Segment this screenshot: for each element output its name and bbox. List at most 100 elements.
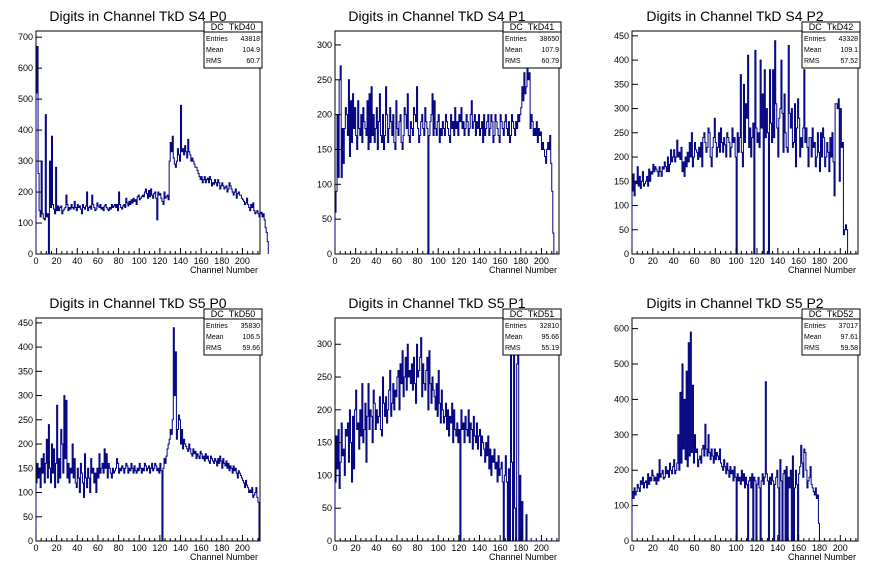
chart-title: Digits in Channel TkD S4 P0 (49, 8, 226, 24)
y-tick-label: 300 (614, 104, 629, 114)
y-tick-label: 100 (317, 470, 332, 480)
y-tick-label: 350 (614, 79, 629, 89)
y-tick-label: 200 (18, 439, 33, 449)
y-tick-label: 50 (23, 512, 33, 522)
y-tick-label: 200 (614, 152, 629, 162)
panel-tkd-s5-p0: Digits in Channel TkD S5 P0 0 20 40 60 80 100 1… (18, 295, 263, 562)
y-tick-label: 300 (614, 430, 629, 440)
chart-title: Digits in Channel TkD S4 P1 (348, 8, 525, 24)
x-tick-label: 160 (791, 256, 806, 266)
x-axis-label: Channel Number (190, 265, 258, 275)
x-axis-label: Channel Number (489, 552, 557, 562)
stats-box (203, 21, 263, 69)
x-tick-label: 140 (173, 256, 188, 266)
y-tick-label: 0 (624, 249, 629, 259)
stats-mean-value: 97.61 (840, 334, 858, 341)
x-tick-label: 120 (152, 543, 167, 553)
y-tick-label: 150 (317, 144, 332, 154)
stats-rms-label: RMS (804, 58, 820, 65)
y-tick-label: 0 (624, 536, 629, 546)
histogram-series (35, 45, 269, 255)
histogram-series (631, 331, 820, 542)
y-tick-label: 200 (614, 465, 629, 475)
x-tick-label: 200 (235, 256, 250, 266)
stats-entries-value: 38650 (540, 36, 560, 43)
plot-frame (334, 30, 560, 255)
panel-tkd-s5-p2: Digits in Channel TkD S5 P2 0 20 40 60 80 100 1… (614, 295, 861, 562)
plot-frame (35, 317, 261, 542)
stats-mean-label: Mean (505, 334, 523, 341)
x-tick-label: 40 (371, 256, 381, 266)
y-tick-label: 50 (619, 225, 629, 235)
y-tick-label: 0 (28, 249, 33, 259)
stats-rms-label: RMS (505, 58, 521, 65)
x-axis-label: Channel Number (788, 552, 856, 562)
x-tick-label: 60 (689, 543, 699, 553)
x-tick-label: 180 (214, 256, 229, 266)
x-tick-label: 60 (392, 543, 402, 553)
y-tick-label: 100 (18, 218, 33, 228)
x-tick-label: 60 (93, 256, 103, 266)
plot-frame (631, 30, 859, 255)
x-axis-label: Channel Number (489, 265, 557, 275)
x-tick-label: 180 (513, 256, 528, 266)
y-tick-label: 200 (18, 187, 33, 197)
x-tick-label: 120 (451, 256, 466, 266)
y-tick-label: 300 (317, 40, 332, 50)
chart-title: Digits in Channel TkD S5 P1 (348, 295, 525, 311)
x-tick-label: 100 (729, 256, 744, 266)
x-tick-label: 60 (392, 256, 402, 266)
x-tick-label: 120 (451, 543, 466, 553)
y-tick-label: 450 (18, 318, 33, 328)
stats-name: DC_TkD52 (809, 309, 854, 319)
x-tick-label: 160 (493, 543, 508, 553)
y-tick-label: 50 (322, 214, 332, 224)
y-tick-label: 400 (18, 125, 33, 135)
stats-rms-value: 55.19 (541, 345, 559, 352)
x-axis-label: Channel Number (788, 265, 856, 275)
stats-mean-value: 109.1 (840, 47, 858, 54)
y-tick-label: 250 (18, 415, 33, 425)
x-tick-label: 100 (431, 543, 446, 553)
y-tick-label: 200 (317, 110, 332, 120)
x-tick-label: 200 (534, 543, 549, 553)
y-tick-label: 100 (18, 488, 33, 498)
stats-mean-value: 104.9 (242, 47, 260, 54)
x-tick-label: 180 (513, 543, 528, 553)
x-tick-label: 100 (729, 543, 744, 553)
y-tick-label: 300 (18, 156, 33, 166)
y-tick-label: 400 (614, 55, 629, 65)
x-tick-label: 80 (413, 543, 423, 553)
stats-name: DC_TkD42 (809, 22, 854, 32)
stats-entries-label: Entries (804, 323, 826, 330)
y-tick-label: 350 (18, 366, 33, 376)
stats-entries-value: 43328 (839, 36, 859, 43)
histogram-series (334, 65, 555, 255)
x-tick-label: 100 (431, 256, 446, 266)
stats-rms-label: RMS (505, 345, 521, 352)
y-tick-label: 300 (18, 391, 33, 401)
panel-tkd-s4-p2: Digits in Channel TkD S4 P2 0 20 40 60 80 100 1… (614, 8, 861, 275)
y-tick-label: 500 (18, 94, 33, 104)
x-tick-label: 120 (152, 256, 167, 266)
x-tick-label: 140 (472, 256, 487, 266)
x-tick-label: 200 (534, 256, 549, 266)
x-tick-label: 160 (194, 256, 209, 266)
x-tick-label: 20 (52, 256, 62, 266)
stats-mean-label: Mean (505, 47, 523, 54)
x-tick-label: 140 (472, 543, 487, 553)
stats-rms-value: 57.52 (840, 58, 858, 65)
x-tick-label: 140 (770, 256, 785, 266)
x-tick-label: 160 (194, 543, 209, 553)
x-tick-label: 40 (669, 543, 679, 553)
stats-entries-value: 35830 (241, 323, 261, 330)
y-tick-label: 150 (18, 463, 33, 473)
stats-entries-label: Entries (206, 36, 228, 43)
stats-entries-label: Entries (505, 323, 527, 330)
y-tick-label: 200 (317, 405, 332, 415)
y-tick-label: 600 (614, 324, 629, 334)
chart-title: Digits in Channel TkD S5 P0 (49, 295, 226, 311)
stats-mean-value: 107.9 (541, 47, 559, 54)
x-tick-label: 40 (72, 543, 82, 553)
stats-rms-label: RMS (206, 345, 222, 352)
